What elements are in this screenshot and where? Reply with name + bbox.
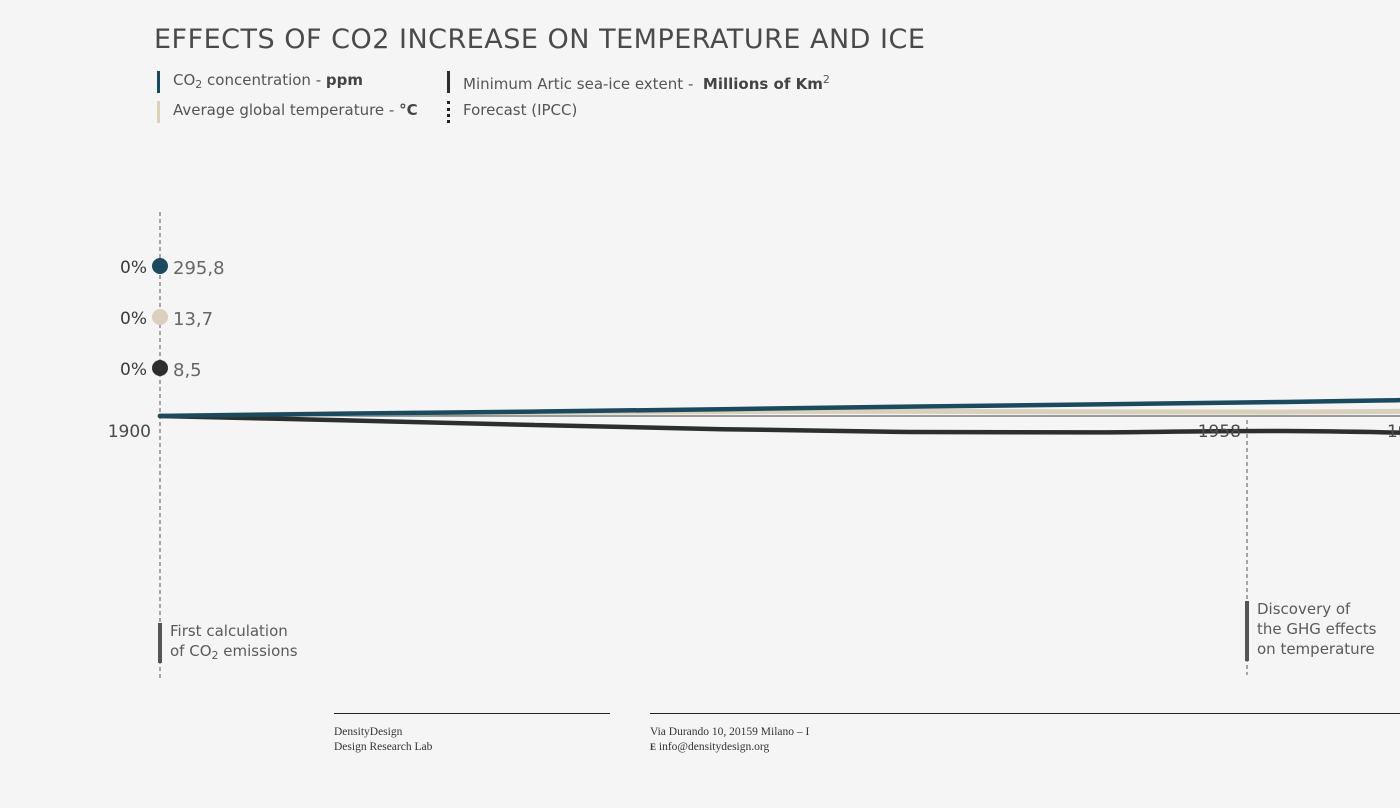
legend-ice-superscript: 2 — [822, 73, 830, 86]
chart-title: EFFECTS OF CO2 INCREASE ON TEMPERATURE A… — [154, 24, 926, 55]
annotation-first-calculation-line2-post: emissions — [218, 642, 298, 660]
footer-address: Via Durando 10, 20159 Milano – I E info@… — [650, 725, 809, 755]
series-line-co2 — [157, 397, 1400, 419]
start-value-ice: 8,5 — [173, 360, 202, 381]
annotation-first-calculation-bar — [158, 623, 162, 663]
annotation-ghg-discovery-line1: Discovery of — [1257, 600, 1351, 618]
legend-ice-swatch — [447, 71, 450, 93]
legend-forecast-label: Forecast (IPCC) — [463, 101, 578, 119]
legend-co2: CO2 concentration - ppm — [157, 71, 363, 93]
legend-co2-unit: ppm — [325, 71, 363, 89]
legend-ice: Minimum Artic sea-ice extent - Millions … — [447, 71, 830, 93]
legend-temperature-label: Average global temperature - — [173, 101, 400, 119]
legend-temperature-unit: °C — [399, 101, 418, 119]
legend-temperature-swatch — [157, 101, 160, 123]
start-marker-temperature — [152, 309, 168, 325]
footer-address-street: Via Durando 10, 20159 Milano – I — [650, 726, 810, 738]
legend-co2-subscript: 2 — [195, 78, 203, 91]
legend-forecast: Forecast (IPCC) — [447, 101, 578, 123]
legend-temperature: Average global temperature - °C — [157, 101, 418, 123]
start-percent-ice: 0% — [120, 360, 147, 380]
annotation-first-calculation-line1: First calculation — [170, 622, 288, 640]
footer-org-sub: Design Research Lab — [334, 741, 433, 753]
start-value-temperature: 13,7 — [173, 309, 213, 330]
annotation-first-calculation: First calculation of CO2 emissions — [158, 621, 298, 666]
legend-co2-label-rest: concentration - — [202, 71, 326, 89]
footer-rule-left — [334, 713, 610, 714]
legend-ice-unit: Millions of Km — [702, 75, 823, 93]
footer-org-name: DensityDesign — [334, 726, 403, 738]
annotation-ghg-discovery: Discovery of the GHG effects on temperat… — [1245, 599, 1377, 661]
start-marker-ice — [152, 360, 168, 376]
legend-forecast-swatch — [447, 101, 450, 123]
start-percent-co2: 0% — [120, 258, 147, 278]
annotation-first-calculation-line2-pre: of CO — [170, 642, 212, 660]
footer-email-prefix: E — [650, 742, 657, 752]
annotation-first-calculation-line2: of CO2 emissions — [170, 641, 298, 666]
x-tick-label-1958: 1958 — [1198, 422, 1241, 442]
footer-rule-right — [650, 713, 1400, 714]
footer-address-email: E info@densitydesign.org — [650, 740, 809, 755]
annotation-ghg-discovery-bar — [1245, 601, 1249, 661]
annotation-first-calculation-subscript: 2 — [211, 649, 219, 662]
annotation-ghg-discovery-line2: the GHG effects — [1257, 620, 1377, 638]
legend-ice-label: Minimum Artic sea-ice extent - — [463, 75, 699, 93]
x-tick-label-partial: 19 — [1387, 422, 1400, 442]
series-line-ice — [157, 413, 1400, 435]
legend-co2-label: CO — [173, 71, 196, 89]
annotation-ghg-discovery-line3: on temperature — [1257, 640, 1375, 658]
x-tick-label-1900: 1900 — [108, 422, 151, 442]
start-percent-temperature: 0% — [120, 309, 147, 329]
footer-email[interactable]: info@densitydesign.org — [656, 741, 770, 753]
start-value-co2: 295,8 — [173, 258, 225, 279]
footer-org: DensityDesign Design Research Lab — [334, 725, 432, 755]
start-marker-co2 — [152, 258, 168, 274]
legend-co2-swatch — [157, 71, 160, 93]
